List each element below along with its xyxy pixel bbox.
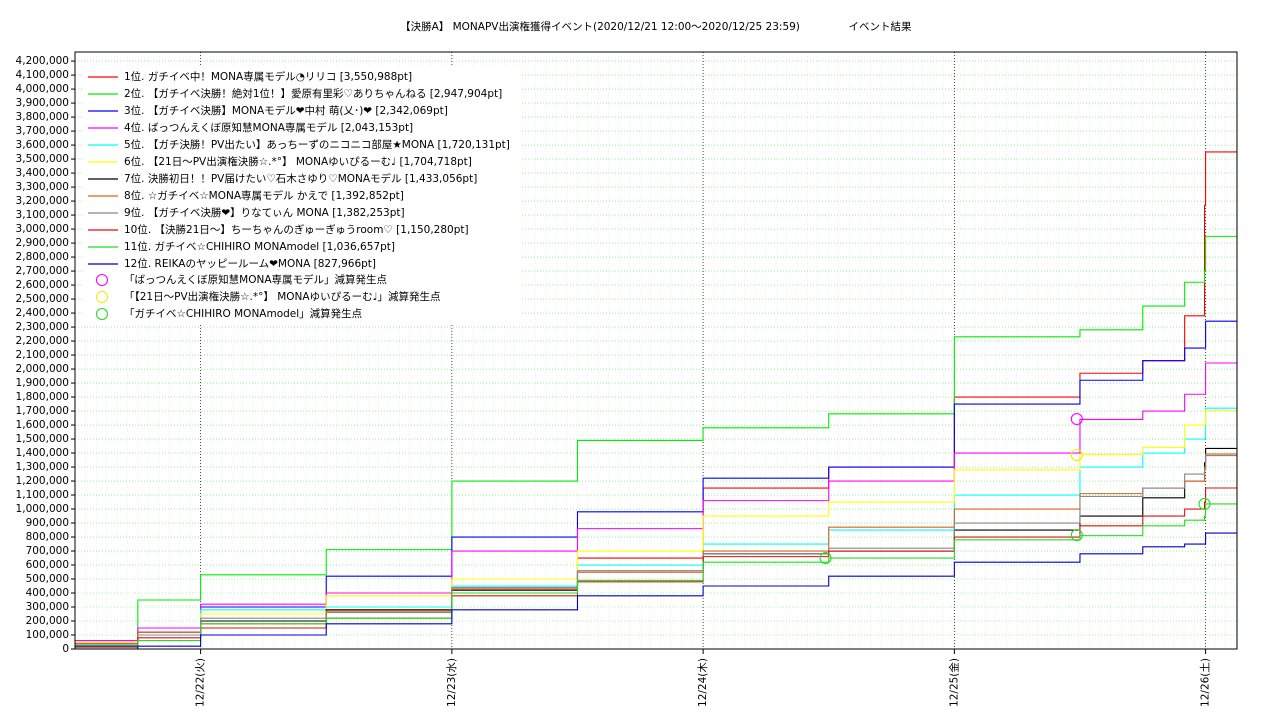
series-line [75, 235, 1237, 643]
y-tick-label: 2,100,000 [16, 349, 69, 361]
y-tick-label: 1,800,000 [16, 391, 69, 403]
y-tick-label: 2,200,000 [16, 335, 69, 347]
y-tick-label: 800,000 [26, 531, 69, 543]
y-tick-label: 2,000,000 [16, 363, 69, 375]
x-tick-label: 12/26(土) [1199, 658, 1212, 707]
y-tick-label: 4,200,000 [16, 55, 69, 67]
legend-label: 3位. 【ガチイベ決勝】MONAモデル❤中村 萌(乂･)❤ [2,342,069… [124, 104, 448, 117]
y-tick-label: 600,000 [26, 559, 69, 571]
y-tick-label: 700,000 [26, 545, 69, 557]
y-tick-label: 3,300,000 [16, 181, 69, 193]
y-tick-label: 100,000 [26, 629, 69, 641]
plot-frame [74, 51, 1238, 650]
y-tick-label: 3,700,000 [16, 125, 69, 137]
y-tick-label: 4,000,000 [16, 83, 69, 95]
series-line [75, 320, 1237, 647]
y-tick-label: 1,700,000 [16, 405, 69, 417]
y-tick-label: 2,700,000 [16, 265, 69, 277]
marker [1070, 412, 1083, 426]
marker [819, 551, 832, 565]
legend-label: 7位. 決勝初日！！PV届けたい♡石木さゆり♡MONAモデル [1,433,05… [124, 172, 477, 185]
legend-label: 「【21日〜PV出演権決勝☆.*°】 MONAゆいぴるーむ♩」減算発生点 [124, 290, 441, 303]
series-line [75, 362, 1237, 642]
y-tick-label: 400,000 [26, 587, 69, 599]
marker [1070, 448, 1083, 462]
x-tick-label: 12/24(木) [697, 658, 709, 707]
series-line [75, 503, 1237, 650]
legend-label: 「ばっつんえくぼ原知慧MONA専属モデル」減算発生点 [124, 273, 387, 286]
legend-label: 2位. 【ガチイベ決勝！絶対1位！】愛原有里彩♡ありちゃんねる [2,947,9… [124, 87, 502, 100]
y-tick-label: 500,000 [26, 573, 69, 585]
chart-subtitle: イベント結果 [849, 20, 912, 33]
legend-label: 11位. ガチイベ☆CHIHIRO MONAmodel [1,036,657pt… [124, 240, 395, 253]
legend-label: 1位. ガチイベ中！MONA専属モデル◔リリコ [3,550,988pt] [124, 70, 412, 83]
legend-label: 9位. 【ガチイベ決勝❤】りなてぃん MONA [1,382,253pt] [124, 206, 405, 219]
legend-marker [95, 290, 109, 304]
y-tick-label: 300,000 [26, 601, 69, 613]
legend-label: 6位. 【21日〜PV出演権決勝☆.*°】 MONAゆいぴるーむ♩ [1,704… [124, 155, 472, 168]
y-tick-label: 1,200,000 [16, 475, 69, 487]
y-tick-label: 200,000 [26, 615, 69, 627]
legend-label: 「ガチイベ☆CHIHIRO MONAmodel」減算発生点 [124, 307, 362, 320]
legend-label: 4位. ばっつんえくぼ原知慧MONA専属モデル [2,043,153pt] [124, 121, 413, 134]
legend-label: 10位. 【決勝21日〜】ちーちゃんのぎゅーぎゅうroom♡ [1,150,28… [124, 223, 469, 236]
series-line [75, 409, 1237, 643]
y-tick-label: 4,100,000 [16, 69, 69, 81]
y-tick-label: 3,800,000 [16, 111, 69, 123]
y-tick-label: 3,900,000 [16, 97, 69, 109]
legend-box [84, 66, 520, 324]
legend-marker [95, 273, 109, 287]
y-tick-label: 3,500,000 [16, 153, 69, 165]
y-tick-label: 3,400,000 [16, 167, 69, 179]
legend-label: 8位. ☆ガチイベ☆MONA専属モデル かえで [1,392,852pt] [124, 189, 404, 202]
y-tick-label: 2,800,000 [16, 251, 69, 263]
chart-title: 【決勝A】 MONAPV出演権獲得イベント(2020/12/21 12:00〜2… [400, 20, 800, 33]
x-tick-label: 12/22(火) [195, 658, 207, 707]
y-tick-label: 1,300,000 [16, 461, 69, 473]
y-tick-label: 2,300,000 [16, 321, 69, 333]
marker [1198, 497, 1211, 511]
y-tick-label: 3,100,000 [16, 209, 69, 221]
marker [1070, 529, 1083, 542]
y-tick-label: 1,900,000 [16, 377, 69, 389]
y-tick-label: 1,500,000 [16, 433, 69, 445]
y-tick-label: 3,600,000 [16, 139, 69, 151]
y-tick-label: 0 [62, 643, 69, 655]
y-tick-label: 1,600,000 [16, 419, 69, 431]
y-tick-label: 1,400,000 [16, 447, 69, 459]
y-tick-label: 3,000,000 [16, 223, 69, 235]
y-tick-label: 2,900,000 [16, 237, 69, 249]
y-tick-label: 2,600,000 [16, 279, 69, 291]
y-tick-label: 1,000,000 [16, 503, 69, 515]
y-tick-label: 1,100,000 [16, 489, 69, 501]
x-tick-label: 12/25(金) [947, 658, 960, 707]
y-tick-label: 2,400,000 [16, 307, 69, 319]
legend-label: 12位. REIKAのヤッピールーム❤MONA [827,966pt] [124, 257, 376, 270]
series-line [75, 532, 1237, 650]
y-tick-label: 3,200,000 [16, 195, 69, 207]
legend-label: 5位. 【ガチ決勝！PV出たい】あっちーずのニコニコ部屋★MONA [1,720… [124, 138, 510, 151]
legend-marker [95, 307, 109, 321]
y-tick-label: 900,000 [26, 517, 69, 529]
y-tick-label: 2,500,000 [16, 293, 69, 305]
x-tick-label: 12/23(水) [446, 658, 458, 707]
